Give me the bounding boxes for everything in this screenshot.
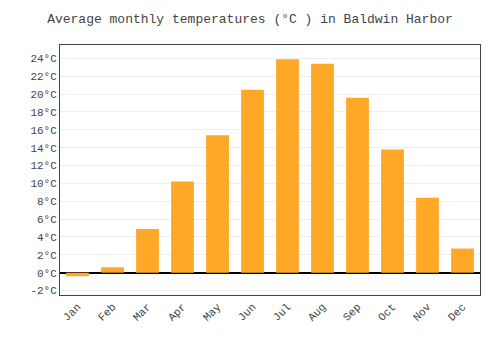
svg-text:0°C: 0°C: [37, 268, 57, 280]
svg-text:Jul: Jul: [271, 301, 293, 323]
svg-text:18°C: 18°C: [30, 107, 57, 119]
svg-text:Aug: Aug: [306, 301, 328, 323]
svg-text:2°C: 2°C: [37, 250, 57, 262]
svg-text:-2°C: -2°C: [30, 285, 57, 297]
svg-text:Jun: Jun: [236, 301, 258, 323]
svg-text:10°C: 10°C: [30, 178, 57, 190]
svg-text:Average monthly temperatures (: Average monthly temperatures (°C ) in Ba…: [47, 12, 453, 27]
svg-text:22°C: 22°C: [30, 71, 57, 83]
svg-text:24°C: 24°C: [30, 53, 57, 65]
svg-text:Apr: Apr: [166, 301, 188, 323]
svg-text:Mar: Mar: [131, 301, 153, 323]
svg-text:4°C: 4°C: [37, 232, 57, 244]
svg-text:8°C: 8°C: [37, 196, 57, 208]
svg-text:May: May: [201, 301, 224, 324]
svg-text:20°C: 20°C: [30, 89, 57, 101]
svg-text:6°C: 6°C: [37, 214, 57, 226]
svg-text:Jan: Jan: [61, 301, 83, 323]
svg-text:Feb: Feb: [96, 301, 118, 323]
svg-text:Oct: Oct: [376, 301, 398, 323]
svg-text:Nov: Nov: [411, 301, 434, 324]
svg-text:16°C: 16°C: [30, 125, 57, 137]
svg-text:Dec: Dec: [446, 301, 468, 323]
svg-text:14°C: 14°C: [30, 143, 57, 155]
svg-text:12°C: 12°C: [30, 160, 57, 172]
svg-text:Sep: Sep: [341, 301, 363, 323]
